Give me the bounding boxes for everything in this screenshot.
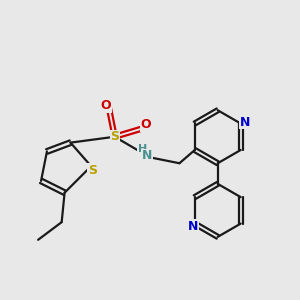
- Text: N: N: [240, 116, 250, 128]
- Text: O: O: [140, 118, 151, 131]
- Text: H: H: [138, 143, 147, 154]
- Text: N: N: [188, 220, 199, 233]
- Text: S: S: [110, 130, 119, 143]
- Text: N: N: [142, 149, 152, 162]
- Text: O: O: [100, 99, 111, 112]
- Text: S: S: [88, 164, 97, 177]
